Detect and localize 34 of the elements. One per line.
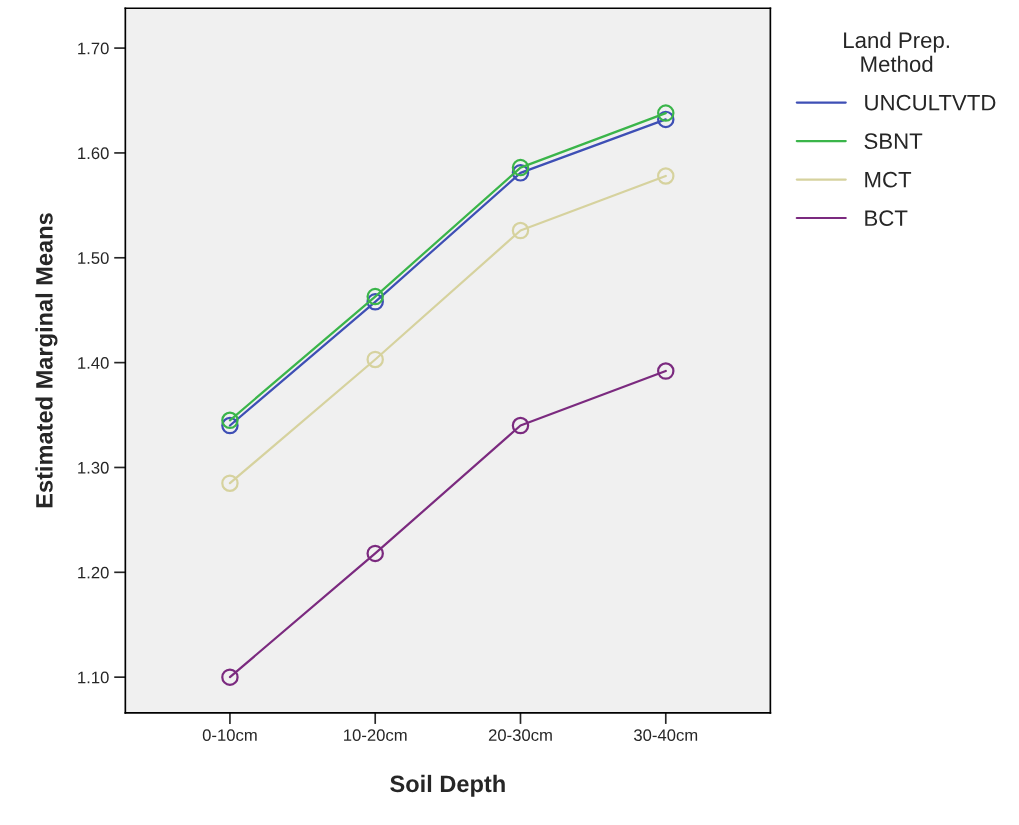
legend-label: UNCULTVTD [865, 94, 996, 111]
x-tick-label: 0-10cm [202, 729, 257, 742]
legend-label: MCT [865, 171, 912, 188]
point [221, 474, 239, 492]
y-tick-label: 1.10 [78, 671, 109, 684]
point [511, 158, 530, 177]
point [511, 416, 530, 435]
y-axis-title: Estimated Marginal Means [35, 213, 58, 508]
legend-label: SBNT [864, 133, 923, 150]
y-tick-label: 1.70 [78, 42, 109, 55]
x-tick-label: 10-20cm [344, 729, 407, 742]
y-tick-label: 1.50 [78, 252, 109, 264]
point [221, 416, 239, 435]
point [221, 668, 239, 686]
point [657, 167, 675, 185]
point [657, 362, 675, 380]
point [657, 104, 675, 122]
point [366, 544, 384, 563]
point [511, 164, 530, 182]
point [366, 350, 384, 369]
x-tick-label: 30-40cm [633, 729, 698, 742]
legend-label: BCT [865, 210, 908, 226]
point [511, 221, 530, 240]
y-tick-label: 1.60 [78, 147, 109, 160]
x-axis-title: Soil Depth [390, 774, 505, 797]
legend-title: Land Prep. Method [844, 31, 949, 73]
point [221, 411, 239, 430]
y-tick-label: 1.30 [78, 461, 109, 474]
y-tick-label: 1.40 [78, 357, 109, 369]
y-tick-label: 1.20 [78, 566, 109, 579]
point [366, 293, 384, 311]
point [366, 287, 384, 306]
point [657, 110, 675, 129]
x-tick-label: 20-30cm [488, 729, 552, 742]
